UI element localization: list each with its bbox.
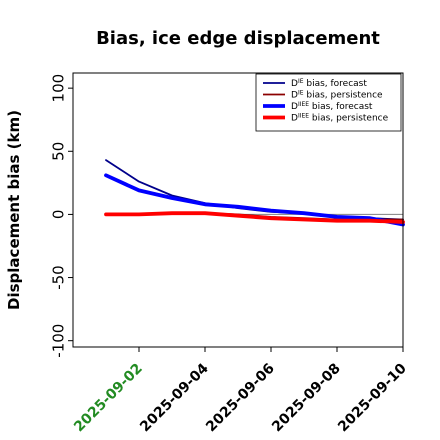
plot-frame xyxy=(72,72,404,348)
x-tick-label: 2025-09-08 xyxy=(269,361,344,436)
x-tick-label: 2025-09-02 xyxy=(71,361,146,436)
y-tick-label: -50 xyxy=(50,265,68,290)
legend-entry-2: DIE bias, persistence xyxy=(291,90,383,101)
y-axis-label: Displacement bias (km) xyxy=(5,110,23,310)
legend-entry-1: DIE bias, forecast xyxy=(291,78,367,89)
legend-entry-4: DIIEE bias, persistence xyxy=(291,113,389,124)
y-tick-label: -100 xyxy=(50,324,68,358)
y-tick-label: 0 xyxy=(50,210,68,220)
x-tick-label: 2025-09-04 xyxy=(137,360,212,435)
y-tick-label: 50 xyxy=(50,142,68,161)
x-tick-label: 2025-09-06 xyxy=(203,361,278,436)
y-tick-label: 100 xyxy=(50,74,68,103)
series-line-4 xyxy=(104,211,405,224)
series-line-3 xyxy=(104,173,405,227)
x-tick-label: 2025-09-10 xyxy=(335,360,410,435)
legend-entry-3: DIIEE bias, forecast xyxy=(291,101,373,112)
chart-title: Bias, ice edge displacement xyxy=(96,28,380,49)
